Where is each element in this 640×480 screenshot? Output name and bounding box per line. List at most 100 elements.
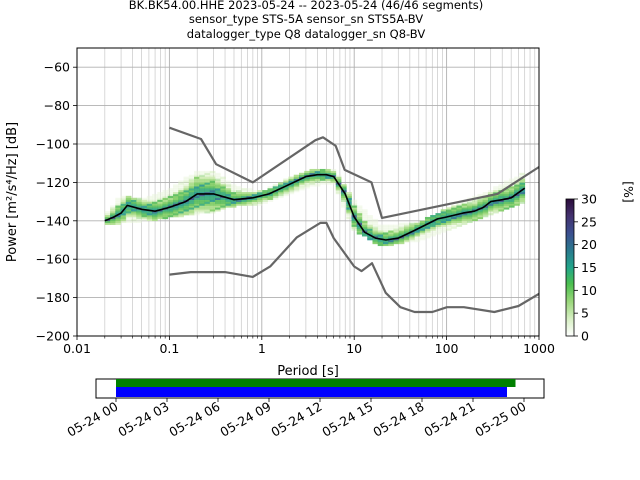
density-cell (472, 207, 478, 210)
density-cell (398, 238, 405, 241)
density-cell (157, 201, 163, 204)
density-cell (325, 170, 331, 174)
density-cell (377, 226, 384, 229)
density-cell (230, 205, 237, 208)
density-cell (241, 192, 247, 195)
density-cell (120, 215, 127, 218)
density-cell (299, 180, 305, 183)
density-cell (419, 220, 426, 224)
density-cell (493, 188, 499, 191)
density-cell (377, 234, 384, 237)
density-cell (472, 203, 478, 206)
density-cell (104, 220, 111, 224)
density-cell (361, 209, 368, 212)
density-cell (299, 182, 305, 185)
density-cell (419, 230, 426, 233)
density-cell (141, 199, 148, 202)
density-cell (361, 216, 368, 220)
density-cell (487, 201, 494, 204)
density-cell (304, 184, 310, 187)
density-cell (272, 184, 279, 187)
density-cell (419, 236, 426, 239)
density-cell (183, 195, 190, 199)
density-cell (209, 207, 216, 210)
density-cell (477, 211, 484, 214)
density-cell (330, 176, 337, 179)
density-cell (104, 215, 111, 218)
density-cell (361, 224, 368, 227)
density-cell (330, 170, 337, 174)
density-cell (178, 192, 184, 195)
density-cell (209, 205, 216, 208)
density-cell (288, 184, 295, 187)
density-cell (215, 184, 221, 187)
density-cell (440, 211, 447, 214)
density-cell (225, 193, 232, 197)
density-cell (487, 209, 494, 212)
density-cell (194, 190, 200, 193)
density-cell (424, 236, 431, 239)
density-cell (445, 222, 452, 225)
density-cell (141, 205, 148, 208)
density-cell (372, 232, 379, 235)
density-cell (230, 188, 237, 191)
density-cell (230, 203, 237, 206)
density-cell (498, 199, 505, 202)
density-cell (346, 211, 352, 214)
density-cell (136, 213, 142, 216)
density-cell (230, 186, 237, 189)
density-cell (120, 201, 127, 204)
density-cell (451, 207, 457, 210)
x-tick-label: 0.1 (159, 341, 179, 356)
density-cell (125, 220, 132, 224)
density-cell (409, 236, 415, 239)
density-cell (183, 209, 190, 212)
density-cell (110, 222, 116, 225)
density-cell (424, 228, 431, 231)
density-cell (346, 205, 352, 208)
density-cell (220, 180, 226, 183)
density-cell (493, 186, 499, 189)
density-cell (445, 216, 452, 220)
density-cell (382, 241, 389, 245)
density-cell (178, 215, 184, 218)
density-cell (361, 213, 368, 216)
density-cell (388, 241, 394, 245)
density-cell (120, 211, 127, 214)
density-cell (257, 192, 263, 195)
density-cell (309, 180, 316, 183)
density-cell (246, 203, 253, 206)
density-cell (361, 218, 368, 222)
density-cell (125, 195, 132, 199)
density-cell (514, 188, 520, 191)
density-cell (487, 190, 494, 193)
x-tick-label: 100 (435, 341, 459, 356)
density-cell (194, 197, 200, 200)
density-cell (178, 213, 184, 216)
density-cell (482, 193, 489, 197)
density-cell (152, 216, 158, 220)
density-cell (440, 230, 447, 233)
density-cell (152, 203, 158, 206)
density-cell (178, 197, 184, 200)
density-cell (215, 188, 221, 191)
density-cell (498, 192, 505, 195)
colorbar-tick-label: 25 (581, 214, 597, 229)
density-cell (367, 236, 373, 239)
density-cell (456, 222, 463, 225)
density-cell (430, 216, 436, 220)
density-cell (278, 184, 284, 187)
density-cell (141, 218, 148, 222)
density-cell (209, 178, 216, 181)
density-cell (430, 230, 436, 233)
density-cell (188, 184, 195, 187)
density-cell (146, 211, 153, 214)
density-cell (146, 213, 153, 216)
density-cell (367, 215, 373, 218)
density-cell (409, 228, 415, 231)
density-cell (335, 184, 342, 187)
density-cell (424, 224, 431, 227)
density-cell (152, 211, 158, 214)
density-cell (183, 188, 190, 191)
timeline-tick-label: 05-24 18 (370, 399, 426, 440)
